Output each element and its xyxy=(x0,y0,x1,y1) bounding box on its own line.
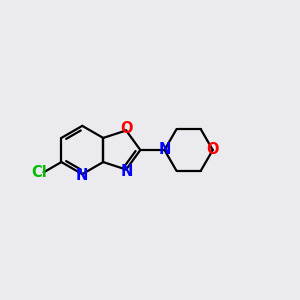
Text: Cl: Cl xyxy=(31,165,47,180)
Text: O: O xyxy=(206,142,219,158)
Text: O: O xyxy=(120,122,132,136)
Text: N: N xyxy=(121,164,133,178)
Text: N: N xyxy=(76,168,88,183)
Text: N: N xyxy=(158,142,171,158)
